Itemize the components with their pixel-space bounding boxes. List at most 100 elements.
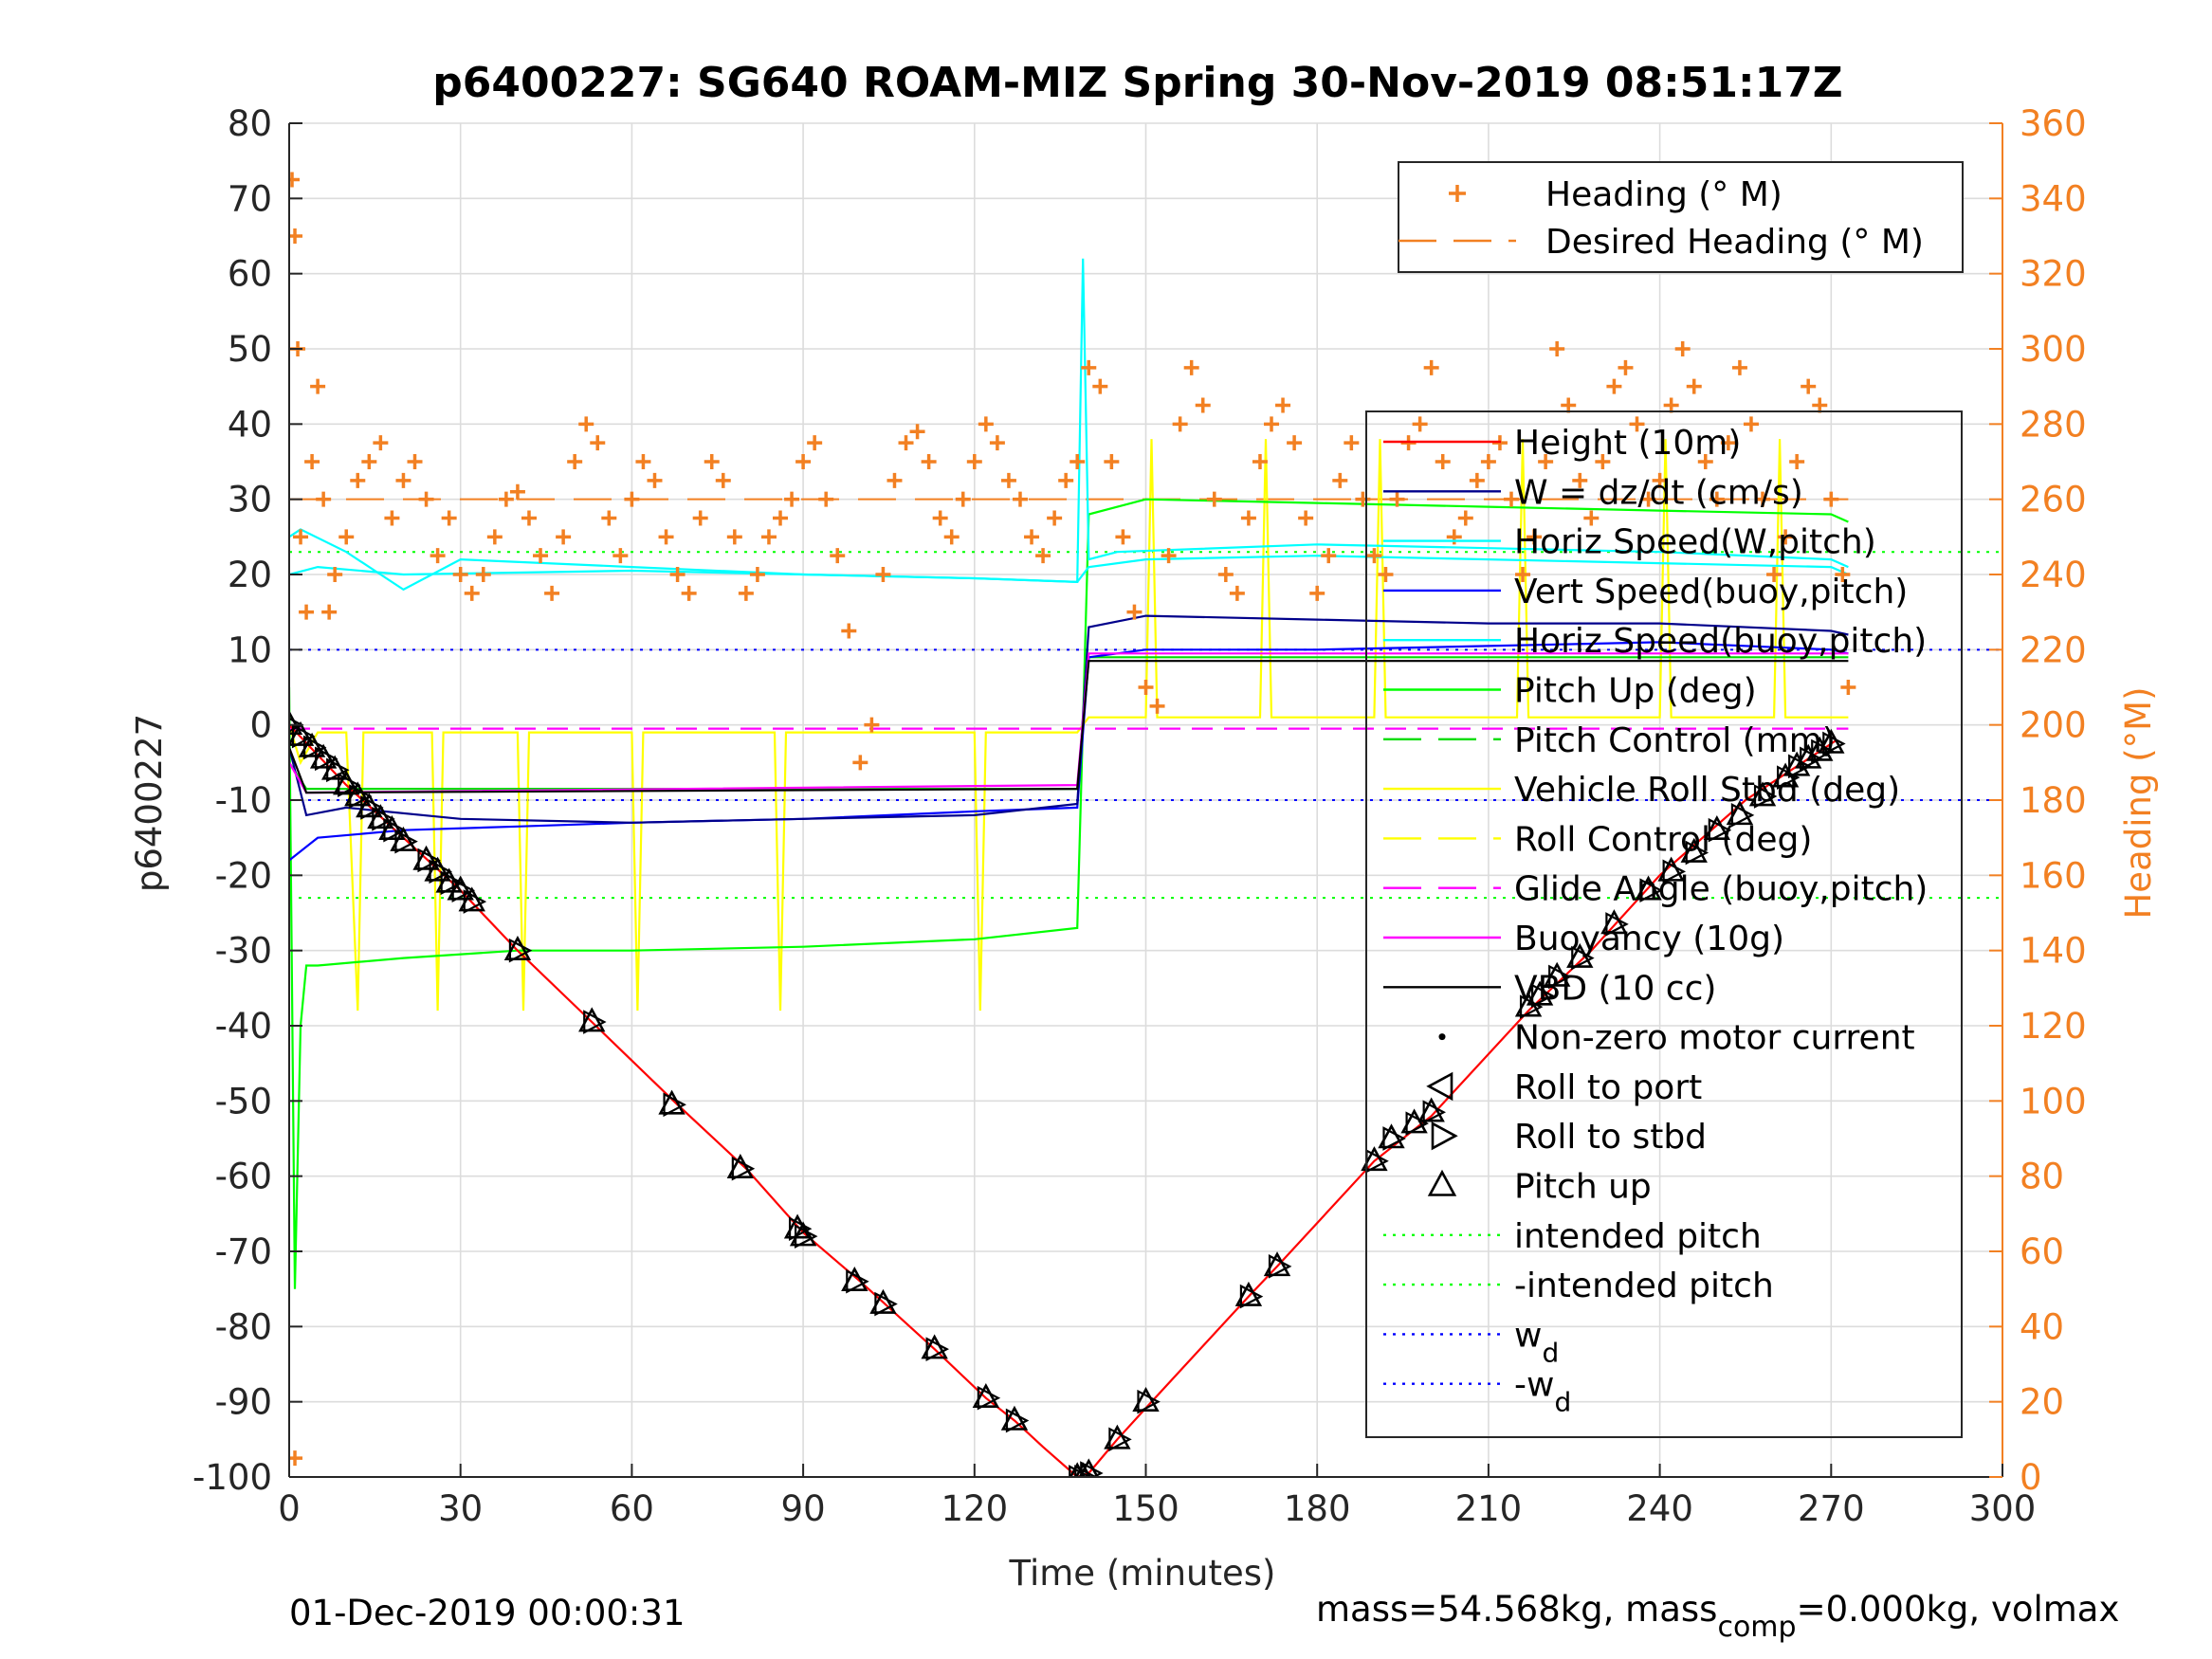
pitch-up-marker (424, 856, 451, 882)
pitch-up-marker (578, 1007, 606, 1032)
heading-point (321, 604, 338, 620)
heading-point (395, 472, 411, 488)
y-tick-label: 60 (228, 254, 272, 295)
heading-point (887, 472, 903, 488)
heading-point (1389, 491, 1405, 507)
y-tick-label: -90 (215, 1382, 272, 1423)
heading-point (1252, 454, 1268, 469)
legend-main-label: Roll to stbd (1514, 1118, 1707, 1157)
heading-point (441, 510, 457, 526)
heading-point (1264, 416, 1280, 432)
heading-point (647, 472, 663, 488)
legend-main: Height (10m) W = dz/dt (cm/s) Horiz Speed(… (1365, 410, 1963, 1438)
roll-marker (1005, 1408, 1030, 1433)
pitch-up-marker (1526, 980, 1554, 1006)
y-tick-label: 80 (228, 103, 272, 144)
heading-point (350, 472, 366, 488)
roll-marker (394, 829, 418, 854)
plot-area (289, 172, 2002, 1477)
roll-marker (463, 889, 487, 914)
y-right-tick-label: 200 (2020, 705, 2087, 746)
roll-marker (302, 735, 327, 760)
footer-date: 01-Dec-2019 00:00:31 (289, 1593, 685, 1633)
heading-point (384, 510, 400, 526)
roll-marker (1239, 1284, 1264, 1309)
heading-point (1035, 548, 1051, 564)
roll-marker (1662, 859, 1687, 884)
heading-point (1709, 491, 1725, 507)
y-right-tick-label: 320 (2020, 254, 2087, 295)
y-right-tick-label: 220 (2020, 629, 2087, 670)
series-line-vehicle-roll-stbd-deg- (289, 439, 1849, 1012)
legend-main-label: -intended pitch (1514, 1267, 1774, 1305)
heading-point (407, 454, 423, 469)
legend-swatch (1449, 185, 1466, 202)
y-right-tick-label: 360 (2020, 103, 2087, 144)
footer-mass-sub: comp (1717, 1611, 1796, 1644)
heading-point (1206, 491, 1222, 507)
roll-marker (1108, 1427, 1132, 1452)
heading-point (1840, 680, 1856, 695)
heading-point (704, 454, 720, 469)
heading-point (509, 483, 525, 500)
roll-marker (1268, 1254, 1292, 1279)
heading-point (635, 454, 651, 469)
roll-marker (1080, 1461, 1104, 1477)
heading-point (1000, 472, 1016, 488)
heading-point (681, 585, 697, 601)
heading-point (1126, 604, 1143, 620)
heading-point (544, 585, 560, 601)
heading-point (299, 604, 315, 620)
pitch-up-marker (1263, 1251, 1291, 1277)
heading-point (1332, 472, 1348, 488)
pitch-up-marker (1104, 1424, 1131, 1449)
heading-point (1047, 510, 1063, 526)
x-tick-label: 240 (1626, 1488, 1693, 1529)
y-tick-label: -50 (215, 1081, 272, 1121)
y-tick-label: -80 (215, 1306, 272, 1347)
heading-point (1801, 378, 1817, 394)
roll-marker (1074, 1465, 1098, 1477)
heading-point (1058, 472, 1074, 488)
pitch-up-marker (1234, 1281, 1263, 1306)
heading-point (1618, 359, 1634, 375)
y-axis-right-label: Heading (°M) (2118, 686, 2159, 919)
heading-point (1457, 510, 1473, 526)
roll-marker (429, 859, 452, 884)
y-right-tick-label: 280 (2020, 404, 2087, 445)
heading-point (1378, 567, 1394, 582)
x-tick-label: 150 (1112, 1488, 1179, 1529)
heading-point (749, 567, 765, 582)
heading-point (1755, 491, 1771, 507)
roll-marker (360, 795, 384, 820)
heading-point (1595, 454, 1611, 469)
heading-point (327, 567, 343, 582)
heading-point (795, 454, 812, 469)
pitch-up-marker (298, 732, 326, 757)
heading-point (1731, 359, 1747, 375)
pitch-up-marker (1680, 837, 1708, 863)
legend-swatch (1426, 1071, 1453, 1102)
x-tick-label: 90 (781, 1488, 826, 1529)
y-tick-label: 70 (228, 178, 272, 219)
heading-point (338, 529, 355, 545)
heading-point (1217, 567, 1234, 582)
heading-point (818, 491, 834, 507)
heading-point (1229, 585, 1245, 601)
plot-series (289, 172, 2002, 1477)
pitch-up-marker (1748, 781, 1777, 807)
heading-point (1069, 454, 1086, 469)
heading-point (556, 529, 572, 545)
heading-point (1355, 491, 1371, 507)
roll-marker (315, 746, 338, 772)
roll-marker (1531, 983, 1555, 1009)
heading-point (1663, 397, 1679, 413)
heading-point (669, 567, 686, 582)
heading-point (1298, 510, 1314, 526)
heading-point (852, 755, 868, 771)
pitch-up-marker (1818, 728, 1845, 754)
heading-point (1583, 510, 1600, 526)
pitch-up-marker (1417, 1097, 1445, 1122)
heading-point (1321, 548, 1337, 564)
heading-point (1480, 454, 1496, 469)
